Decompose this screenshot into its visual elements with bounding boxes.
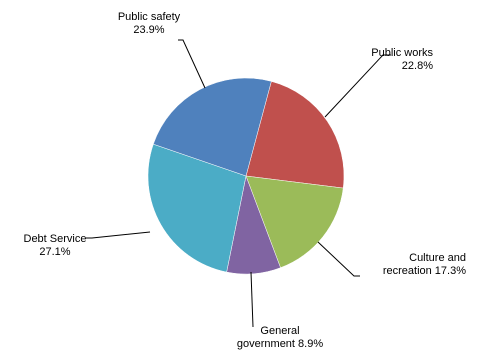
pie-slice-culture-and-recreation [245,175,344,269]
slice-label-line: General [260,325,299,337]
slice-label-line: Public safety [118,11,181,23]
leader-line-general-government [250,271,254,328]
leader-line-public-safety [178,39,206,89]
slice-label-line: government 8.9% [237,338,323,350]
slice-label-line: Culture and [409,252,466,264]
slice-label-line: Public works [371,47,433,59]
leader-line-culture-and-recreation [317,241,360,277]
leader-line-debt-service [86,231,151,239]
slice-label-line: 22.8% [402,60,433,72]
slice-label-culture-and-recreation: Culture and recreation 17.3% [383,252,466,277]
slice-label-public-safety: Public safety 23.9% [118,11,181,36]
slice-label-line: recreation 17.3% [383,265,466,277]
slice-label-line: 27.1% [39,246,70,258]
pie-slice-public-safety [153,77,272,177]
leader-line-public-works [324,54,391,118]
slice-label-line: 23.9% [133,24,164,36]
slice-label-public-works: Public works 22.8% [371,47,433,72]
slice-label-general-government: General government 8.9% [237,325,323,350]
slice-label-line: Debt Service [24,233,87,245]
pie-slice-public-works [245,81,345,189]
pie-slice-debt-service [147,143,247,273]
slice-label-debt-service: Debt Service 27.1% [24,233,87,258]
